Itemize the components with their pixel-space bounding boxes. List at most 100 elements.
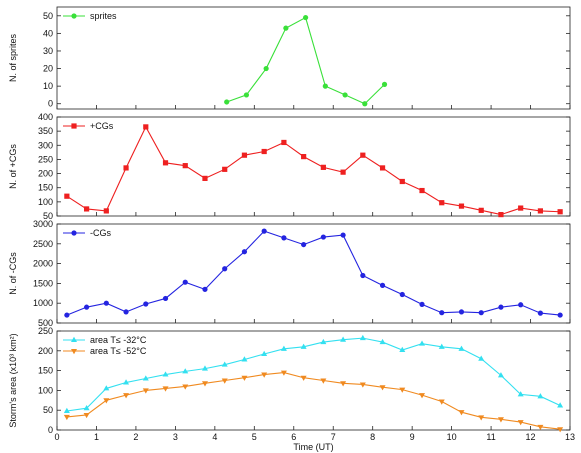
data-point xyxy=(537,208,544,214)
legend-label: area T≤ -52°C xyxy=(90,346,147,356)
data-point xyxy=(182,384,189,390)
data-point xyxy=(103,398,110,404)
data-point xyxy=(123,309,129,315)
data-point xyxy=(359,334,366,341)
data-point xyxy=(202,286,208,292)
x-tick-label: 5 xyxy=(252,432,257,442)
data-point xyxy=(517,420,524,426)
y-tick-label: 100 xyxy=(38,385,53,395)
y-tick-label: 0 xyxy=(48,99,53,109)
y-tick-label: 10 xyxy=(43,81,53,91)
data-point xyxy=(320,378,327,384)
data-point xyxy=(241,249,248,255)
data-point xyxy=(303,14,309,21)
x-tick-label: 8 xyxy=(370,432,375,442)
data-point xyxy=(340,336,347,342)
data-point xyxy=(202,175,208,181)
data-point xyxy=(261,228,267,234)
data-point xyxy=(103,300,109,306)
legend-label: +CGs xyxy=(90,121,114,131)
y-tick-label: 150 xyxy=(38,366,53,376)
data-point xyxy=(83,405,90,411)
data-point xyxy=(280,345,287,351)
y-tick-label: 2000 xyxy=(33,259,53,269)
data-point xyxy=(497,417,504,423)
data-point xyxy=(243,92,250,98)
data-point xyxy=(439,200,445,206)
data-point xyxy=(261,372,268,378)
data-point xyxy=(340,169,346,175)
data-point xyxy=(162,386,169,392)
y-tick-label: 20 xyxy=(43,64,53,74)
x-tick-label: 1 xyxy=(94,432,99,442)
y-tick-label: 1500 xyxy=(33,278,53,288)
data-point xyxy=(557,209,563,215)
data-point xyxy=(360,152,366,158)
data-point xyxy=(280,370,287,376)
data-point xyxy=(320,164,326,170)
data-point xyxy=(142,388,149,394)
data-point xyxy=(557,312,563,318)
data-point xyxy=(301,154,307,160)
data-point xyxy=(182,163,188,169)
data-point xyxy=(162,371,169,377)
data-point xyxy=(320,234,326,240)
data-point xyxy=(340,232,346,238)
plot-frame xyxy=(56,6,571,110)
y-tick-label: 30 xyxy=(43,46,53,56)
panel-sprites: 0 10 20 30 40 50 N. of sprites sprites xyxy=(8,6,571,110)
data-point xyxy=(123,393,130,399)
data-point xyxy=(83,304,90,310)
x-tick-label: 0 xyxy=(54,432,59,442)
data-point xyxy=(64,312,70,318)
y-axis-label: Storm's area (x10³ km²) xyxy=(8,333,18,427)
data-point xyxy=(83,412,90,419)
data-point xyxy=(419,301,425,307)
data-point xyxy=(300,343,307,349)
data-point xyxy=(399,178,405,185)
data-point xyxy=(458,345,465,351)
legend-marker xyxy=(71,349,77,355)
data-point xyxy=(478,310,484,316)
x-tick-label: 10 xyxy=(447,432,457,442)
series-line-pos-cg-0 xyxy=(66,125,561,216)
y-axis-label: N. of -CGs xyxy=(8,252,18,295)
data-point xyxy=(64,193,70,199)
data-point xyxy=(123,379,130,385)
data-point xyxy=(221,378,228,384)
x-tick-label: 7 xyxy=(331,432,336,442)
data-point xyxy=(142,375,149,381)
x-tick-label: 12 xyxy=(526,432,536,442)
data-point xyxy=(381,81,388,87)
plot-frame xyxy=(56,223,571,324)
data-point xyxy=(143,301,149,307)
data-point xyxy=(537,393,544,399)
data-point xyxy=(182,368,189,374)
data-point xyxy=(241,356,248,362)
y-tick-label: 100 xyxy=(38,197,53,207)
data-point xyxy=(419,187,425,194)
data-point xyxy=(517,391,524,397)
data-point xyxy=(379,385,386,391)
data-point xyxy=(537,424,544,431)
data-point xyxy=(320,338,327,345)
data-point xyxy=(498,304,504,310)
data-point xyxy=(103,385,110,391)
y-tick-label: 400 xyxy=(38,112,53,122)
data-point xyxy=(261,148,267,155)
y-tick-label: 150 xyxy=(38,183,53,193)
data-point xyxy=(63,414,70,421)
x-tick-label: 6 xyxy=(291,432,296,442)
data-point xyxy=(458,309,465,315)
plot-frame xyxy=(56,330,571,431)
data-point xyxy=(360,272,366,279)
x-axis-label: Time (UT) xyxy=(293,442,333,452)
data-point xyxy=(340,381,347,387)
y-tick-label: 200 xyxy=(38,169,53,179)
y-tick-label: 300 xyxy=(38,140,53,150)
legend-marker xyxy=(71,123,77,129)
x-tick-label: 11 xyxy=(486,432,495,442)
data-point xyxy=(478,355,485,361)
data-point xyxy=(182,279,188,285)
